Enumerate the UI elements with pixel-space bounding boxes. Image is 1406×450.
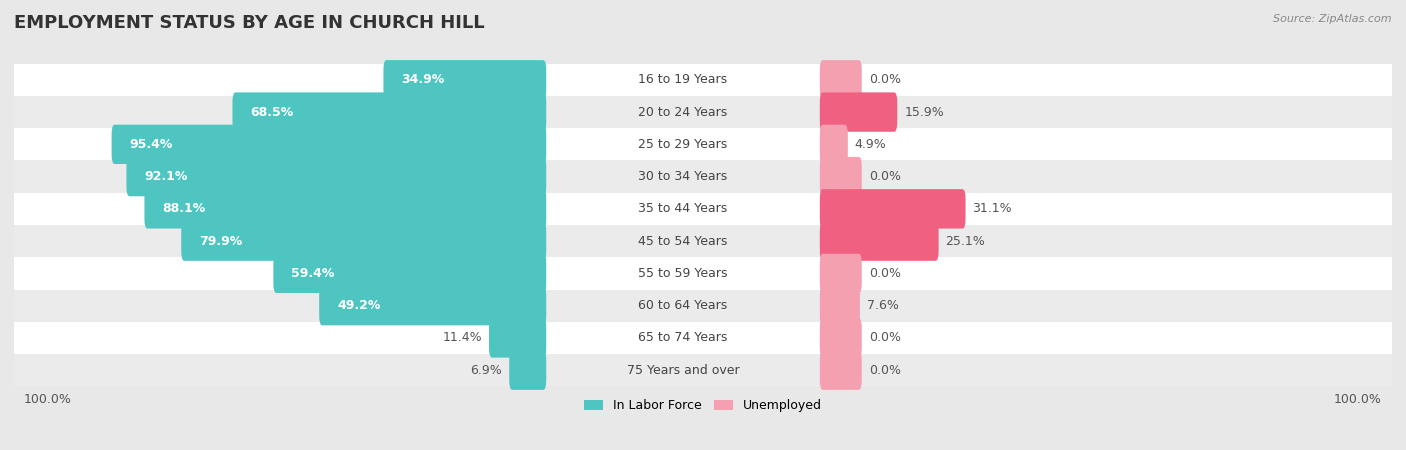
Bar	[14, 289, 1392, 322]
FancyBboxPatch shape	[489, 318, 547, 358]
Text: 65 to 74 Years: 65 to 74 Years	[638, 331, 728, 344]
Bar	[14, 257, 1392, 289]
Text: 45 to 54 Years: 45 to 54 Years	[638, 234, 728, 248]
Text: 49.2%: 49.2%	[337, 299, 381, 312]
Text: 35 to 44 Years: 35 to 44 Years	[638, 202, 728, 216]
Text: 0.0%: 0.0%	[869, 267, 901, 280]
Text: 15.9%: 15.9%	[904, 106, 943, 119]
FancyBboxPatch shape	[181, 221, 547, 261]
Text: 100.0%: 100.0%	[24, 393, 72, 406]
FancyBboxPatch shape	[820, 92, 897, 132]
FancyBboxPatch shape	[384, 60, 547, 99]
Text: 20 to 24 Years: 20 to 24 Years	[638, 106, 728, 119]
Text: 55 to 59 Years: 55 to 59 Years	[638, 267, 728, 280]
Text: 0.0%: 0.0%	[869, 73, 901, 86]
Bar	[14, 225, 1392, 257]
FancyBboxPatch shape	[127, 157, 547, 196]
Text: 11.4%: 11.4%	[443, 331, 482, 344]
Bar	[14, 193, 1392, 225]
Text: 68.5%: 68.5%	[250, 106, 294, 119]
FancyBboxPatch shape	[820, 254, 862, 293]
Text: 0.0%: 0.0%	[869, 364, 901, 377]
FancyBboxPatch shape	[111, 125, 547, 164]
Text: 0.0%: 0.0%	[869, 331, 901, 344]
FancyBboxPatch shape	[319, 286, 547, 325]
Text: Source: ZipAtlas.com: Source: ZipAtlas.com	[1274, 14, 1392, 23]
Text: 6.9%: 6.9%	[471, 364, 502, 377]
FancyBboxPatch shape	[145, 189, 547, 229]
Text: 75 Years and over: 75 Years and over	[627, 364, 740, 377]
FancyBboxPatch shape	[820, 125, 848, 164]
FancyBboxPatch shape	[820, 189, 966, 229]
FancyBboxPatch shape	[273, 254, 547, 293]
Bar	[14, 128, 1392, 161]
Text: 88.1%: 88.1%	[162, 202, 205, 216]
Text: 60 to 64 Years: 60 to 64 Years	[638, 299, 728, 312]
Bar	[14, 96, 1392, 128]
FancyBboxPatch shape	[820, 351, 862, 390]
Text: 0.0%: 0.0%	[869, 170, 901, 183]
Bar	[14, 322, 1392, 354]
Text: 25 to 29 Years: 25 to 29 Years	[638, 138, 728, 151]
Text: 16 to 19 Years: 16 to 19 Years	[638, 73, 727, 86]
FancyBboxPatch shape	[820, 318, 862, 358]
Bar	[14, 64, 1392, 96]
FancyBboxPatch shape	[820, 60, 862, 99]
Text: 100.0%: 100.0%	[1334, 393, 1382, 406]
Bar	[14, 354, 1392, 386]
Text: 92.1%: 92.1%	[145, 170, 188, 183]
FancyBboxPatch shape	[509, 351, 547, 390]
Text: 7.6%: 7.6%	[868, 299, 898, 312]
Text: 25.1%: 25.1%	[946, 234, 986, 248]
Bar	[14, 161, 1392, 193]
Text: 59.4%: 59.4%	[291, 267, 335, 280]
Text: 31.1%: 31.1%	[973, 202, 1012, 216]
FancyBboxPatch shape	[820, 157, 862, 196]
Text: 30 to 34 Years: 30 to 34 Years	[638, 170, 728, 183]
Text: 79.9%: 79.9%	[200, 234, 242, 248]
Legend: In Labor Force, Unemployed: In Labor Force, Unemployed	[579, 394, 827, 417]
FancyBboxPatch shape	[232, 92, 547, 132]
Text: 4.9%: 4.9%	[855, 138, 887, 151]
Text: EMPLOYMENT STATUS BY AGE IN CHURCH HILL: EMPLOYMENT STATUS BY AGE IN CHURCH HILL	[14, 14, 485, 32]
FancyBboxPatch shape	[820, 286, 860, 325]
FancyBboxPatch shape	[820, 221, 939, 261]
Text: 34.9%: 34.9%	[402, 73, 444, 86]
Text: 95.4%: 95.4%	[129, 138, 173, 151]
